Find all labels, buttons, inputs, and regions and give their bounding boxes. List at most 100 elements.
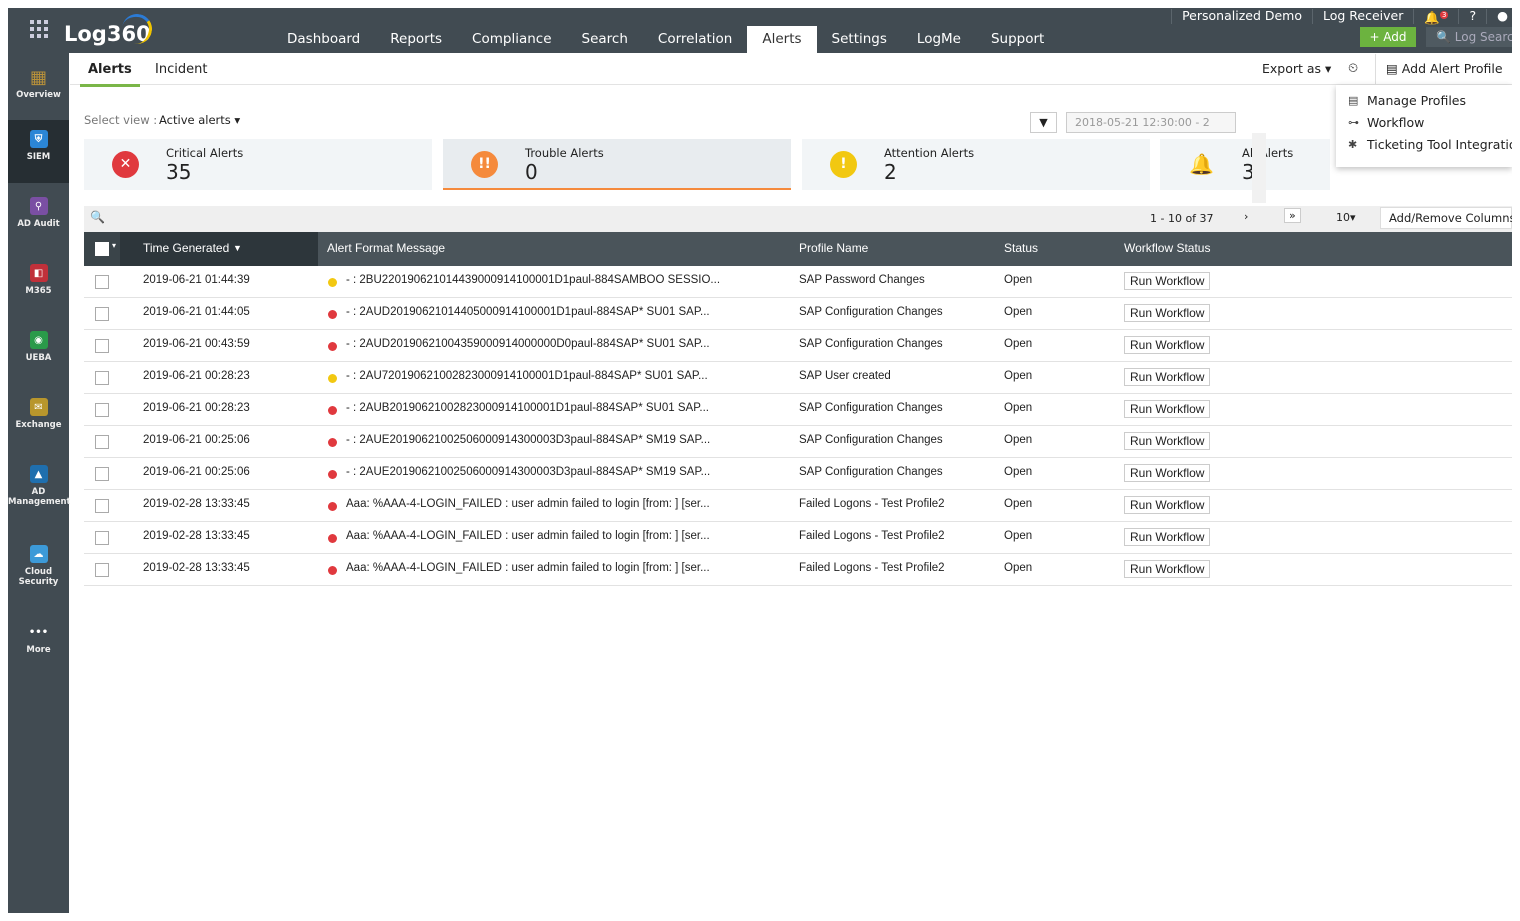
card-label: All Alerts <box>1242 146 1294 160</box>
column-header-status[interactable]: Status <box>1004 241 1039 255</box>
table-row[interactable]: 2019-06-21 00:28:23 - : 2AU72019062100282… <box>84 362 1512 394</box>
export-as-dropdown[interactable]: Export as ▾ <box>1262 61 1332 76</box>
message-cell[interactable]: - : 2AUB20190621002823000914100001D1paul… <box>346 402 709 414</box>
run-workflow-button[interactable]: Run Workflow <box>1124 464 1211 482</box>
log-search-input[interactable]: 🔍 Log Search <box>1426 27 1512 47</box>
card-all-alerts[interactable]: 🔔 All Alerts 3 <box>1160 139 1330 190</box>
row-checkbox[interactable] <box>95 339 109 353</box>
card-trouble-alerts[interactable]: !! Trouble Alerts 0 <box>443 139 791 190</box>
column-header-message[interactable]: Alert Format Message <box>327 241 446 255</box>
sidebar-item-exchange[interactable]: ✉ Exchange <box>8 388 69 443</box>
view-dropdown[interactable]: Active alerts ▾ <box>159 113 241 127</box>
table-row[interactable]: 2019-06-21 00:43:59 - : 2AUD2019062100435… <box>84 330 1512 362</box>
row-checkbox[interactable] <box>95 435 109 449</box>
select-all-checkbox[interactable]: ▾ <box>84 232 120 266</box>
add-button[interactable]: + Add <box>1360 27 1416 47</box>
menu-item-ticketing-integration[interactable]: Ticketing Tool Integration <box>1367 137 1512 152</box>
add-remove-columns-button[interactable]: Add/Remove Columns <box>1380 207 1512 229</box>
sidebar-item-ad-audit[interactable]: ⚲ AD Audit <box>8 187 69 242</box>
date-range-picker[interactable]: 2018-05-21 12:30:00 - 2 <box>1066 112 1236 133</box>
column-header-time[interactable]: Time Generated ▼ <box>120 232 318 266</box>
message-cell[interactable]: - : 2AUD20190621014405000914100001D1paul… <box>346 306 710 318</box>
tab-incident[interactable]: Incident <box>155 62 208 77</box>
column-header-profile[interactable]: Profile Name <box>799 241 869 255</box>
table-row[interactable]: 2019-02-28 13:33:45 Aaa: %AAA-4-LOGIN_FAI… <box>84 522 1512 554</box>
nav-reports[interactable]: Reports <box>390 31 443 47</box>
sidebar-item-m365[interactable]: ◧ M365 <box>8 254 69 309</box>
schedule-icon[interactable]: ⏲ <box>1348 61 1359 76</box>
tab-alerts[interactable]: Alerts <box>80 62 140 87</box>
table-row[interactable]: 2019-06-21 01:44:39 - : 2BU22019062101443… <box>84 266 1512 298</box>
sidebar-item-ad-management[interactable]: ▲ AD Management <box>8 455 71 510</box>
message-cell[interactable]: - : 2BU220190621014439000914100001D1paul… <box>346 274 721 286</box>
user-avatar-icon[interactable]: ● <box>1486 9 1512 25</box>
message-cell[interactable]: - : 2AU720190621002823000914100001D1paul… <box>346 370 708 382</box>
run-workflow-button[interactable]: Run Workflow <box>1124 368 1211 386</box>
message-cell[interactable]: - : 2AUE20190621002506000914300003D3paul… <box>346 466 711 478</box>
table-row[interactable]: 2019-02-28 13:33:45 Aaa: %AAA-4-LOGIN_FAI… <box>84 490 1512 522</box>
sidebar-item-more[interactable]: ••• More <box>8 613 69 668</box>
run-workflow-button[interactable]: Run Workflow <box>1124 400 1211 418</box>
sidebar-item-overview[interactable]: ▦ Overview <box>8 58 69 113</box>
sidebar-item-siem[interactable]: ⛨ SIEM <box>8 120 69 183</box>
overview-icon: ▦ <box>29 66 47 88</box>
card-critical-alerts[interactable]: ✕ Critical Alerts 35 <box>84 139 432 190</box>
row-checkbox[interactable] <box>95 531 109 545</box>
nav-search[interactable]: Search <box>581 31 628 47</box>
row-checkbox[interactable] <box>95 403 109 417</box>
add-alert-profile-button[interactable]: ▤ Add Alert Profile <box>1375 54 1511 84</box>
log-receiver-link[interactable]: Log Receiver <box>1312 9 1413 25</box>
nav-logme[interactable]: LogMe <box>916 31 961 47</box>
nav-settings[interactable]: Settings <box>831 31 887 47</box>
message-cell[interactable]: Aaa: %AAA-4-LOGIN_FAILED : user admin fa… <box>346 562 710 574</box>
menu-item-workflow[interactable]: Workflow <box>1367 115 1425 130</box>
sidebar-item-ueba[interactable]: ◉ UEBA <box>8 321 69 376</box>
run-workflow-button[interactable]: Run Workflow <box>1124 336 1211 354</box>
row-checkbox[interactable] <box>95 371 109 385</box>
message-cell[interactable]: - : 2AUD20190621004359000914000000D0paul… <box>346 338 710 350</box>
table-row[interactable]: 2019-02-28 13:33:45 Aaa: %AAA-4-LOGIN_FAI… <box>84 554 1512 586</box>
page-size-dropdown[interactable]: 10▾ <box>1336 211 1356 224</box>
card-count: 3 <box>1242 160 1255 184</box>
card-attention-alerts[interactable]: ! Attention Alerts 2 <box>802 139 1150 190</box>
nav-alerts[interactable]: Alerts <box>747 26 817 53</box>
run-workflow-button[interactable]: Run Workflow <box>1124 304 1211 322</box>
scrollbar[interactable] <box>1252 133 1266 203</box>
menu-item-manage-profiles[interactable]: Manage Profiles <box>1367 93 1467 108</box>
message-cell[interactable]: Aaa: %AAA-4-LOGIN_FAILED : user admin fa… <box>346 498 710 510</box>
last-page-icon[interactable]: » <box>1284 208 1301 223</box>
message-cell[interactable]: - : 2AUE20190621002506000914300003D3paul… <box>346 434 711 446</box>
next-page-icon[interactable]: › <box>1244 210 1249 223</box>
logo[interactable]: Log360 <box>64 11 155 47</box>
nav-support[interactable]: Support <box>990 31 1045 47</box>
sidebar-label: Cloud Security <box>18 567 59 587</box>
run-workflow-button[interactable]: Run Workflow <box>1124 496 1211 514</box>
table-row[interactable]: 2019-06-21 00:28:23 - : 2AUB2019062100282… <box>84 394 1512 426</box>
column-header-workflow[interactable]: Workflow Status <box>1124 241 1211 255</box>
table-row[interactable]: 2019-06-21 00:25:06 - : 2AUE2019062100250… <box>84 458 1512 490</box>
personalized-demo-link[interactable]: Personalized Demo <box>1171 9 1312 25</box>
run-workflow-button[interactable]: Run Workflow <box>1124 560 1211 578</box>
severity-dot-icon <box>328 502 337 511</box>
run-workflow-button[interactable]: Run Workflow <box>1124 272 1211 290</box>
run-workflow-button[interactable]: Run Workflow <box>1124 528 1211 546</box>
table-row[interactable]: 2019-06-21 01:44:05 - : 2AUD2019062101440… <box>84 298 1512 330</box>
nav-correlation[interactable]: Correlation <box>657 31 733 47</box>
help-icon[interactable]: ? <box>1458 9 1486 25</box>
message-cell[interactable]: Aaa: %AAA-4-LOGIN_FAILED : user admin fa… <box>346 530 710 542</box>
nav-compliance[interactable]: Compliance <box>472 31 552 47</box>
row-checkbox[interactable] <box>95 307 109 321</box>
add-profile-label: Add Alert Profile <box>1401 61 1503 76</box>
row-checkbox[interactable] <box>95 467 109 481</box>
table-row[interactable]: 2019-06-21 00:25:06 - : 2AUE2019062100250… <box>84 426 1512 458</box>
nav-dashboard[interactable]: Dashboard <box>287 31 361 47</box>
bell-icon[interactable]: 🔔 3 <box>1413 9 1458 24</box>
row-checkbox[interactable] <box>95 563 109 577</box>
app-grid-icon[interactable] <box>30 20 48 38</box>
filter-icon[interactable]: ▼ <box>1030 112 1057 133</box>
search-icon[interactable]: 🔍 <box>90 210 105 224</box>
row-checkbox[interactable] <box>95 275 109 289</box>
run-workflow-button[interactable]: Run Workflow <box>1124 432 1211 450</box>
row-checkbox[interactable] <box>95 499 109 513</box>
sidebar-item-cloud-security[interactable]: ☁ Cloud Security <box>8 535 69 590</box>
